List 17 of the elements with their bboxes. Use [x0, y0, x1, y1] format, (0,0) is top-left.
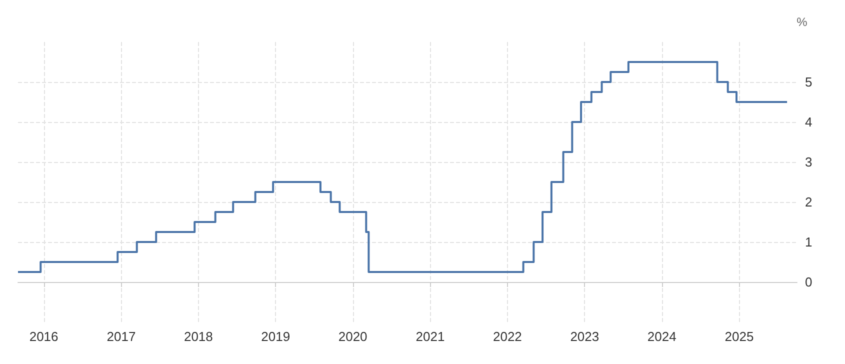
y-tick-label: 1 — [805, 234, 812, 250]
x-tick-label: 2020 — [338, 329, 368, 344]
y-tick-label: 5 — [805, 74, 812, 90]
x-tick-label: 2025 — [724, 329, 754, 344]
x-tick-label: 2017 — [106, 329, 136, 344]
x-tick-label: 2023 — [570, 329, 600, 344]
x-tick-label: 2016 — [29, 329, 58, 344]
x-tick-label: 2022 — [492, 329, 522, 344]
y-tick-label: 2 — [805, 194, 812, 210]
x-tick-label: 2019 — [261, 329, 290, 344]
y-tick-label: 4 — [805, 114, 812, 130]
x-tick-label: 2024 — [647, 329, 676, 344]
y-tick-label: 0 — [805, 274, 812, 290]
x-tick-label: 2021 — [416, 329, 445, 344]
y-axis-title: % — [796, 15, 808, 29]
x-tick-label: 2018 — [184, 329, 213, 344]
y-tick-label: 3 — [805, 154, 812, 170]
